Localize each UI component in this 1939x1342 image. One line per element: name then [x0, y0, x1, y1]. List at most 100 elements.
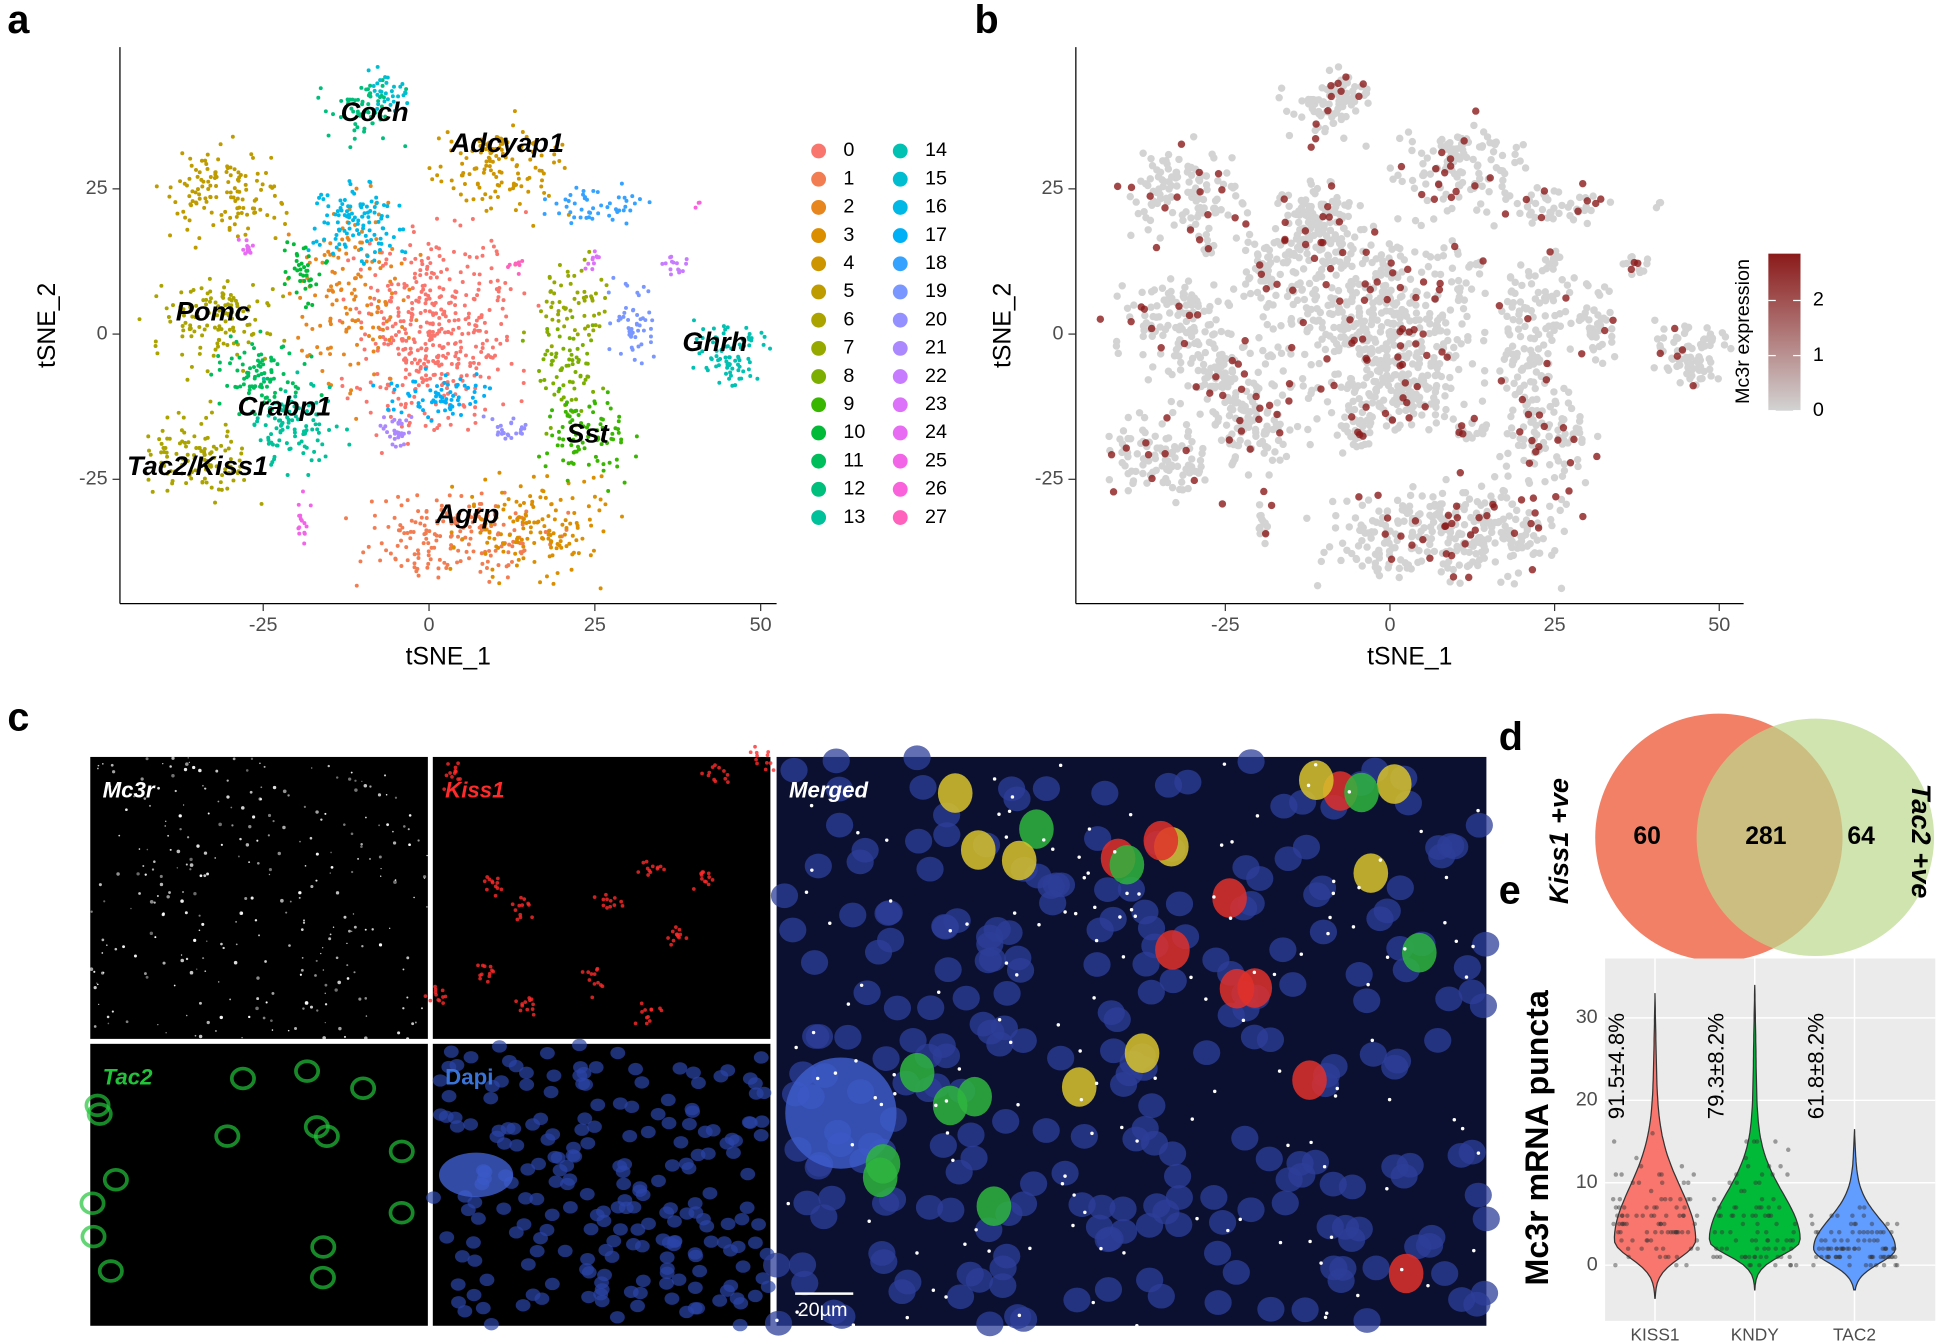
cell-dot	[506, 265, 510, 269]
cell-dot	[1162, 156, 1170, 165]
cell-dot	[359, 240, 364, 245]
cell-dot	[487, 164, 492, 169]
cell-dot	[455, 513, 460, 518]
cell-dot	[170, 481, 175, 486]
cell-dot	[1263, 522, 1272, 531]
cell-dot	[272, 215, 277, 220]
cell-dot	[507, 542, 512, 547]
cell-dot	[344, 516, 348, 521]
cell-dot	[400, 324, 405, 329]
cell-dot	[569, 443, 574, 448]
cell-dot	[1302, 304, 1311, 312]
cell-dot	[437, 557, 442, 562]
cell-dot	[407, 393, 412, 398]
cell-dot	[1360, 346, 1368, 354]
cell-dot	[403, 144, 408, 149]
cell-dot	[1374, 359, 1383, 368]
cell-dot	[1168, 463, 1176, 471]
cell-dot	[1364, 99, 1372, 107]
cell-dot	[1499, 534, 1507, 543]
cell-dot	[1318, 245, 1326, 253]
cell-dot	[1401, 379, 1409, 387]
cell-dot	[153, 339, 158, 344]
cell-dot	[456, 357, 461, 361]
cell-dot	[489, 150, 494, 155]
cell-dot	[225, 429, 230, 434]
cell-dot	[409, 318, 414, 323]
cell-dot	[179, 428, 184, 433]
cell-dot	[340, 237, 345, 242]
cell-dot	[236, 237, 241, 242]
cell-dot	[1327, 82, 1335, 90]
cell-dot	[1453, 133, 1462, 141]
cell-dot	[1318, 324, 1327, 332]
cell-dot	[232, 222, 237, 227]
cell-dot	[1507, 288, 1515, 296]
cell-dot	[1139, 350, 1147, 359]
cell-dot	[1313, 274, 1321, 282]
cell-dot	[197, 324, 202, 329]
cell-dot	[353, 98, 358, 103]
cell-dot	[497, 169, 502, 174]
cell-dot	[1511, 278, 1519, 287]
cell-dot	[1148, 474, 1156, 483]
cluster-label: Tac2/Kiss1	[127, 450, 268, 481]
cell-dot	[1299, 265, 1308, 273]
cell-dot	[485, 559, 490, 564]
cell-dot	[305, 263, 310, 268]
cell-dot	[409, 400, 414, 405]
cell-dot	[1303, 327, 1311, 336]
cell-dot	[1643, 255, 1652, 263]
cell-dot	[546, 193, 551, 198]
cell-dot	[520, 338, 525, 343]
cell-dot	[488, 279, 493, 284]
cell-dot	[1383, 295, 1391, 304]
cell-dot	[342, 197, 347, 202]
cell-dot	[385, 214, 390, 219]
cell-dot	[1109, 488, 1118, 496]
cell-dot	[426, 256, 431, 261]
cell-dot	[389, 264, 394, 269]
cell-dot	[1446, 155, 1455, 163]
cell-dot	[572, 201, 577, 206]
cell-dot	[234, 339, 239, 344]
cell-dot	[1635, 265, 1643, 274]
cell-dot	[397, 227, 402, 232]
cell-dot	[462, 303, 467, 308]
cell-dot	[374, 195, 379, 200]
cell-dot	[521, 556, 526, 561]
cell-dot	[1393, 496, 1402, 505]
cell-dot	[387, 243, 392, 248]
cell-dot	[369, 237, 374, 242]
cell-dot	[1414, 360, 1422, 369]
cell-dot	[334, 232, 339, 237]
cell-dot	[501, 522, 506, 527]
cell-dot	[1315, 359, 1323, 368]
cell-dot	[409, 260, 414, 265]
cell-dot	[467, 504, 472, 509]
cell-dot	[1566, 345, 1574, 353]
cell-dot	[1707, 358, 1715, 366]
cell-dot	[1314, 341, 1322, 349]
cell-dot	[1449, 415, 1457, 423]
cell-dot	[187, 194, 192, 199]
cell-dot	[478, 530, 483, 535]
cell-dot	[540, 536, 545, 541]
cell-dot	[275, 400, 280, 405]
cell-dot	[1423, 371, 1432, 380]
cell-dot	[1448, 519, 1456, 528]
cell-dot	[217, 360, 222, 365]
cell-dot	[338, 198, 343, 203]
cell-dot	[492, 510, 497, 515]
cell-dot	[218, 480, 223, 485]
cell-dot	[535, 520, 540, 525]
cell-dot	[1311, 295, 1319, 304]
cell-dot	[292, 430, 297, 435]
cell-dot	[359, 246, 364, 251]
cell-dot	[419, 346, 424, 351]
cell-dot	[197, 351, 202, 356]
cell-dot	[217, 401, 222, 406]
cell-dot	[503, 436, 508, 441]
cell-dot	[528, 494, 533, 499]
cell-dot	[495, 183, 500, 187]
